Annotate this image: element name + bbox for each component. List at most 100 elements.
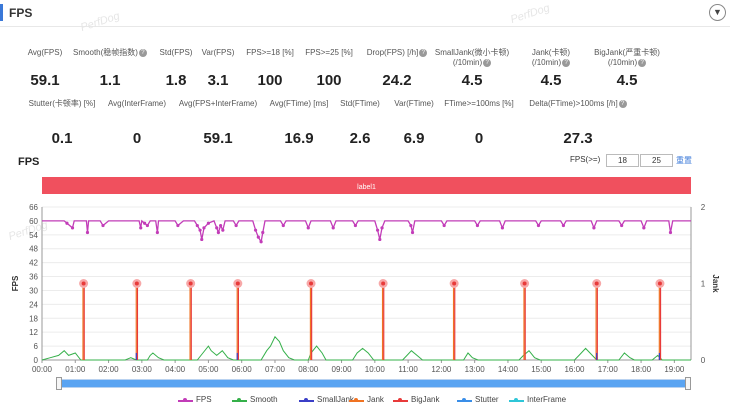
help-icon[interactable]: ? <box>562 58 571 67</box>
x-tick-label: 04:00 <box>165 365 186 374</box>
reset-button[interactable]: 重置 <box>676 156 692 165</box>
metric-label-text: Smooth(稳帧指数) <box>73 48 138 57</box>
fps-point <box>198 228 202 232</box>
range-slider-right-handle[interactable] <box>685 377 691 390</box>
metric-label: Avg(InterFrame) <box>82 99 192 109</box>
y-tick-label: 24 <box>29 300 38 309</box>
x-tick-label: 09:00 <box>332 365 353 374</box>
metric-label: FPS>=25 [%] <box>274 48 384 58</box>
chevron-down-icon[interactable]: ▼ <box>709 4 726 21</box>
help-icon[interactable]: ? <box>483 58 492 67</box>
x-tick-label: 08:00 <box>298 365 319 374</box>
metric-label-text: Drop(FPS) [/h] <box>366 48 419 57</box>
metric-card: Avg(FPS) 59.1 <box>0 48 100 90</box>
help-icon[interactable]: ? <box>138 48 147 57</box>
metric-value: 1.8 <box>165 72 187 89</box>
metric-label: Avg(FPS) <box>0 48 100 58</box>
fps-point <box>380 226 384 230</box>
fps-point <box>101 223 105 228</box>
legend-label: BigJank <box>411 395 440 404</box>
metric-value: 6.9 <box>403 130 425 147</box>
bigjank-marker <box>594 281 599 286</box>
x-tick-label: 01:00 <box>65 365 86 374</box>
legend-swatch <box>232 398 247 402</box>
y-tick-label: 66 <box>29 203 38 212</box>
fps-threshold-input-2[interactable] <box>640 154 673 167</box>
metric-card: Avg(FTime) [ms] 16.9 <box>244 99 354 148</box>
label-band-text: label1 <box>357 184 376 191</box>
y-axis-title: FPS <box>11 275 20 291</box>
fps-point <box>253 228 258 232</box>
range-slider-left-handle[interactable] <box>56 377 62 390</box>
metric-label-text: Std(FTime) <box>340 99 380 108</box>
metric-label-unit: (/10min)? <box>572 58 682 68</box>
metric-label-text: Std(FPS) <box>159 48 193 57</box>
legend-label: FPS <box>196 395 212 404</box>
fps-point <box>65 221 69 225</box>
metric-label: SmallJank(微小卡顿) <box>417 48 527 58</box>
help-icon[interactable]: ? <box>638 58 647 67</box>
fps-point <box>378 237 382 242</box>
fps-point <box>206 221 211 225</box>
metric-value: 1.1 <box>99 72 121 89</box>
fps-point <box>475 223 480 228</box>
fps-point <box>353 223 358 228</box>
bigjank-marker <box>381 281 386 286</box>
y2-tick-label: 2 <box>701 203 706 212</box>
metric-label-text: BigJank(严重卡顿) <box>594 48 660 57</box>
fps-point <box>331 226 335 230</box>
fps-point <box>642 226 646 230</box>
metric-value: 4.5 <box>616 72 638 89</box>
metric-value: 3.1 <box>207 72 229 89</box>
fps-point <box>221 228 225 232</box>
fps-point <box>375 228 380 232</box>
fps-point <box>176 223 180 228</box>
y-tick-label: 6 <box>34 342 39 351</box>
metric-label-text: SmallJank(微小卡顿) <box>434 48 510 57</box>
metric-label: Smooth(稳帧指数)? <box>55 48 165 58</box>
fps-point <box>139 226 143 230</box>
metric-value: 59.1 <box>30 72 60 89</box>
legend-label: Smooth <box>250 395 278 404</box>
bigjank-marker <box>188 281 193 286</box>
fps-point <box>281 223 285 228</box>
legend-label: InterFrame <box>527 395 567 404</box>
x-tick-label: 17:00 <box>598 365 619 374</box>
fps-point <box>216 230 220 235</box>
metric-card: Std(FTime) 2.6 <box>305 99 415 148</box>
x-tick-label: 10:00 <box>365 365 386 374</box>
y-tick-label: 30 <box>29 286 38 295</box>
metric-label: Std(FTime) <box>305 99 415 109</box>
help-icon[interactable]: ? <box>618 99 627 108</box>
metric-card: Var(FPS) 3.1 <box>163 48 273 90</box>
fps-threshold-input-1[interactable] <box>606 154 639 167</box>
metric-card: BigJank(严重卡顿) (/10min)? 4.5 <box>572 48 682 90</box>
metric-card: Avg(InterFrame) 0 <box>82 99 192 148</box>
fps-point <box>668 230 673 235</box>
fps-point <box>410 230 415 235</box>
fps-point <box>561 223 566 228</box>
metric-label: Std(FPS) <box>121 48 231 58</box>
help-icon[interactable]: ? <box>419 48 428 57</box>
bigjank-marker <box>235 281 240 286</box>
y-tick-label: 54 <box>29 231 38 240</box>
fps-point <box>500 226 505 230</box>
fps-threshold-label: FPS(>=) <box>570 155 601 164</box>
metric-label-unit: (/10min)? <box>417 58 527 68</box>
metric-card: Delta(FTime)>100ms [/h]? 27.3 <box>523 99 633 148</box>
metric-value: 27.3 <box>563 130 593 147</box>
legend-label: SmallJank <box>317 395 354 404</box>
legend-swatch <box>457 398 472 402</box>
x-tick-label: 18:00 <box>631 365 652 374</box>
metric-label-text: Avg(FPS+InterFrame) <box>178 99 258 108</box>
metric-value: 0.1 <box>51 130 73 147</box>
x-tick-label: 14:00 <box>498 365 519 374</box>
chart-title: FPS <box>18 156 40 168</box>
metric-card: SmallJank(微小卡顿) (/10min)? 4.5 <box>417 48 527 90</box>
range-slider-fill <box>60 380 687 387</box>
metric-label-text: Avg(InterFrame) <box>107 99 167 108</box>
range-slider-track[interactable] <box>59 379 688 388</box>
fps-point <box>145 223 149 228</box>
y-tick-label: 18 <box>29 314 38 323</box>
